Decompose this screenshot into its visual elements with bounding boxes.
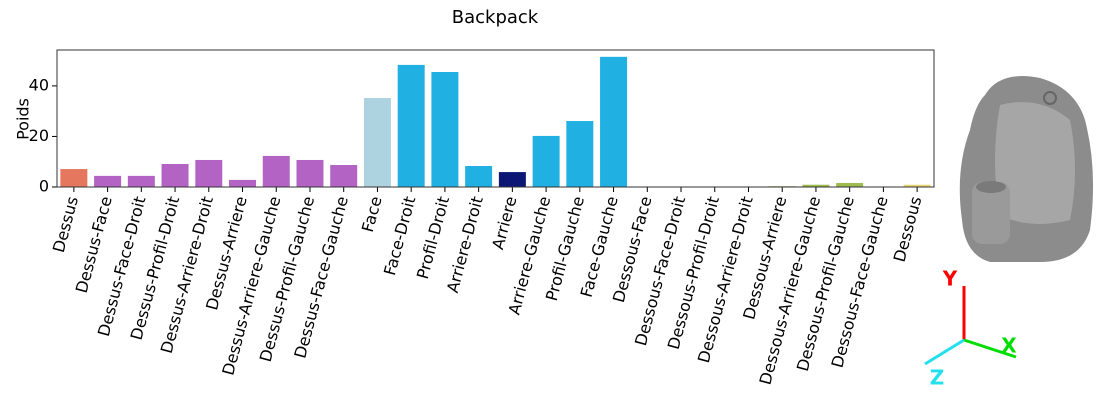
x-tick-label: Face <box>358 194 386 234</box>
bar <box>903 184 931 187</box>
bar <box>465 166 493 187</box>
x-tick-label: Dessus <box>49 194 82 254</box>
bar <box>195 159 223 187</box>
bar <box>836 182 864 187</box>
bar <box>229 179 257 187</box>
bar <box>431 71 459 187</box>
y-tick-label: 0 <box>39 177 49 196</box>
bar <box>60 169 88 187</box>
bar <box>161 163 189 187</box>
y-tick-label: 20 <box>29 126 49 145</box>
bar <box>94 175 122 187</box>
plot-frame <box>56 49 935 188</box>
bar <box>127 175 155 187</box>
x-tick-label: Face-Droit <box>380 194 419 277</box>
bar <box>262 155 290 187</box>
bar <box>296 159 324 187</box>
bar <box>330 165 358 187</box>
axis-gizmo-label: Z <box>930 366 945 390</box>
bar <box>600 56 628 187</box>
axes-gizmo <box>924 286 1017 366</box>
axis-gizmo-label: X <box>1001 334 1017 358</box>
bar <box>363 98 391 187</box>
bar <box>802 184 830 187</box>
bar <box>397 64 425 187</box>
bar <box>566 121 594 187</box>
y-axis-label: Poids <box>14 98 33 140</box>
axis-gizmo-label: Y <box>942 267 958 291</box>
bar <box>532 135 560 187</box>
chart-title: Backpack <box>452 7 539 28</box>
x-tick-label: Arriere <box>488 194 520 251</box>
y-tick-label: 40 <box>29 75 49 94</box>
bar <box>498 172 526 187</box>
x-tick-label: Dessous <box>890 194 926 264</box>
backpack-render <box>959 76 1094 262</box>
x-tick-label: Profil-Droit <box>413 194 453 281</box>
